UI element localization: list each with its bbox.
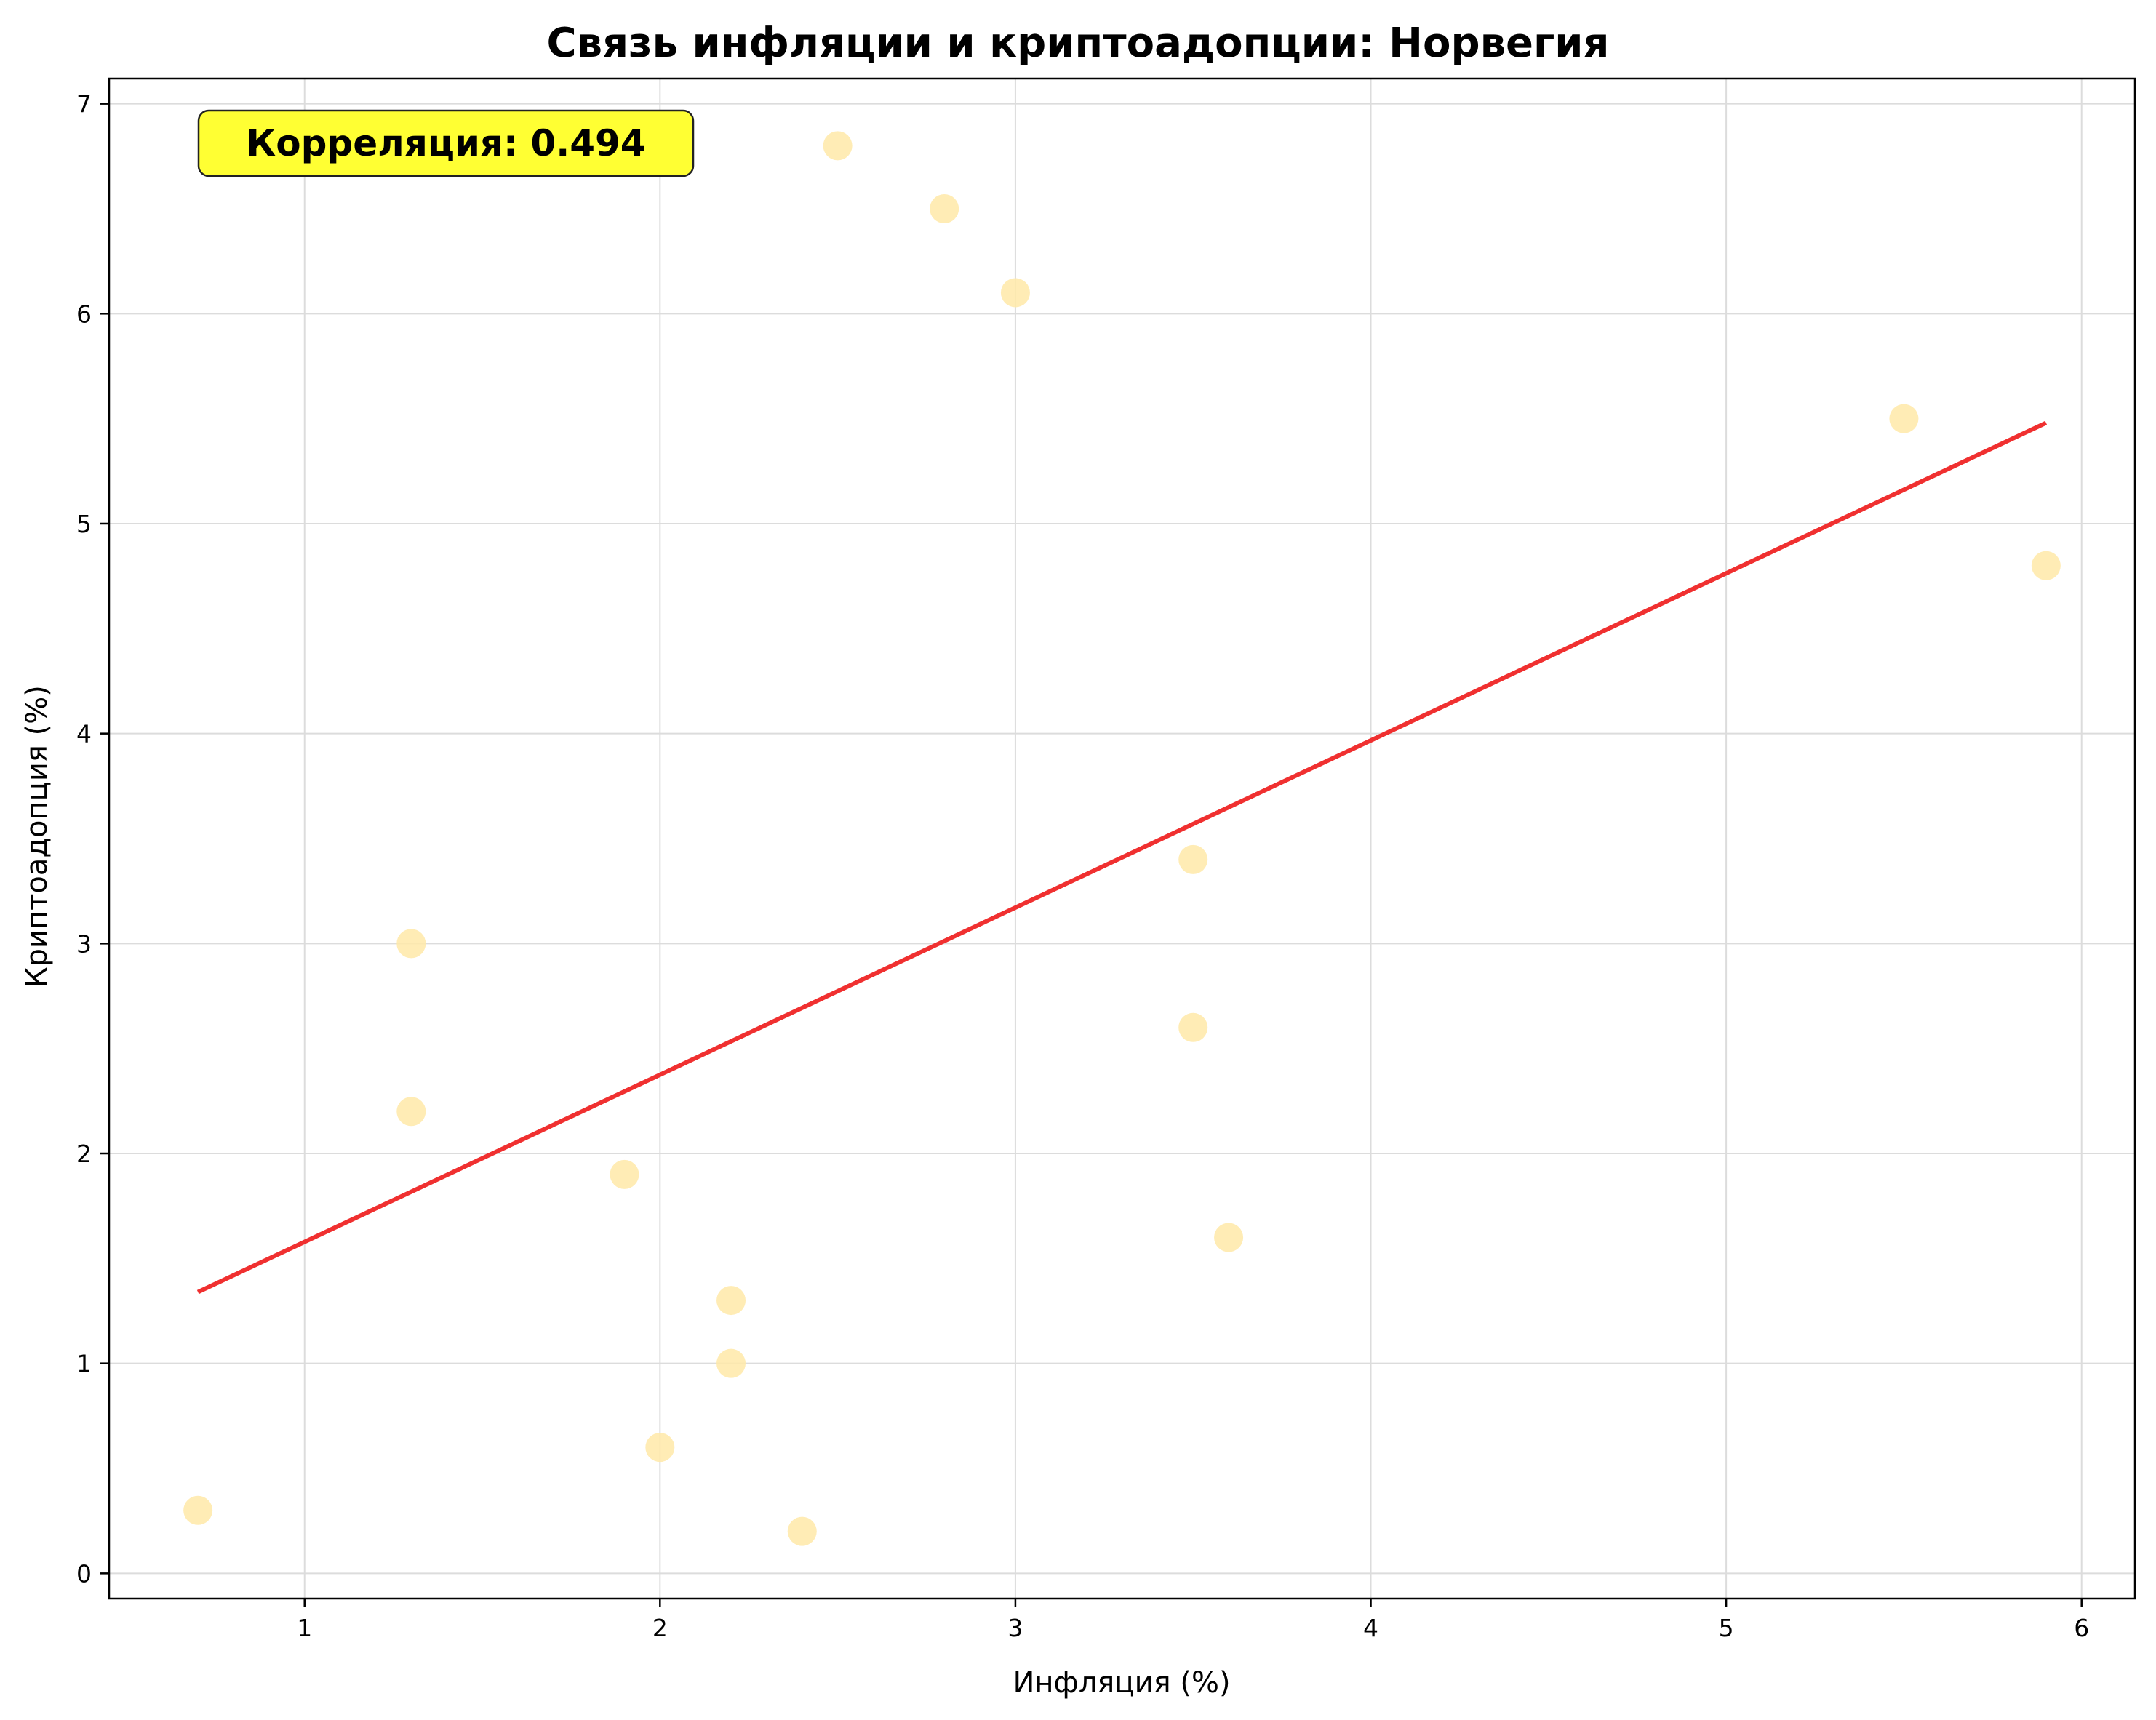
x-tick-label: 4 <box>1363 1614 1378 1642</box>
data-point <box>823 131 853 161</box>
grid-lines <box>109 79 2135 1599</box>
data-point <box>1000 278 1030 308</box>
trend-line <box>196 420 2048 1295</box>
data-point <box>1178 844 1208 874</box>
data-point <box>645 1433 675 1463</box>
data-point <box>396 1097 426 1127</box>
data-point <box>2031 551 2061 580</box>
y-tick-label: 7 <box>76 90 92 119</box>
x-axis-ticks: 1 2 3 4 5 6 <box>297 1599 2089 1642</box>
data-point <box>716 1348 746 1378</box>
data-points <box>183 131 2061 1546</box>
x-tick-label: 1 <box>297 1614 312 1642</box>
y-tick-label: 2 <box>76 1140 92 1168</box>
y-tick-label: 1 <box>76 1350 92 1378</box>
x-tick-label: 2 <box>652 1614 668 1642</box>
y-tick-label: 3 <box>76 929 92 958</box>
plot-frame <box>108 77 2136 1600</box>
data-point <box>716 1286 746 1316</box>
x-tick-label: 6 <box>2074 1614 2089 1642</box>
data-point <box>930 193 959 223</box>
y-tick-label: 4 <box>76 720 92 748</box>
correlation-annotation: Корреляция: 0.494 <box>197 109 695 177</box>
data-point <box>183 1495 213 1525</box>
y-tick-label: 0 <box>76 1559 92 1588</box>
data-point <box>787 1516 817 1546</box>
data-point <box>1889 404 1919 433</box>
data-point <box>1214 1223 1244 1252</box>
correlation-box <box>197 109 695 177</box>
x-tick-label: 3 <box>1007 1614 1023 1642</box>
x-tick-label: 5 <box>1719 1614 1734 1642</box>
chart-title: Связь инфляции и криптоадопции: Норвегия <box>547 20 1610 67</box>
data-point <box>610 1159 639 1189</box>
correlation-text: Корреляция: 0.494 <box>246 122 645 164</box>
y-axis-ticks: 0 1 2 3 4 5 6 7 <box>76 90 109 1588</box>
data-point <box>396 929 426 959</box>
x-axis-label: Инфляция (%) <box>1013 1666 1230 1700</box>
y-axis-label: Криптоадопция (%) <box>20 685 54 988</box>
data-point <box>1178 1012 1208 1042</box>
y-tick-label: 5 <box>76 510 92 538</box>
y-tick-label: 6 <box>76 300 92 328</box>
